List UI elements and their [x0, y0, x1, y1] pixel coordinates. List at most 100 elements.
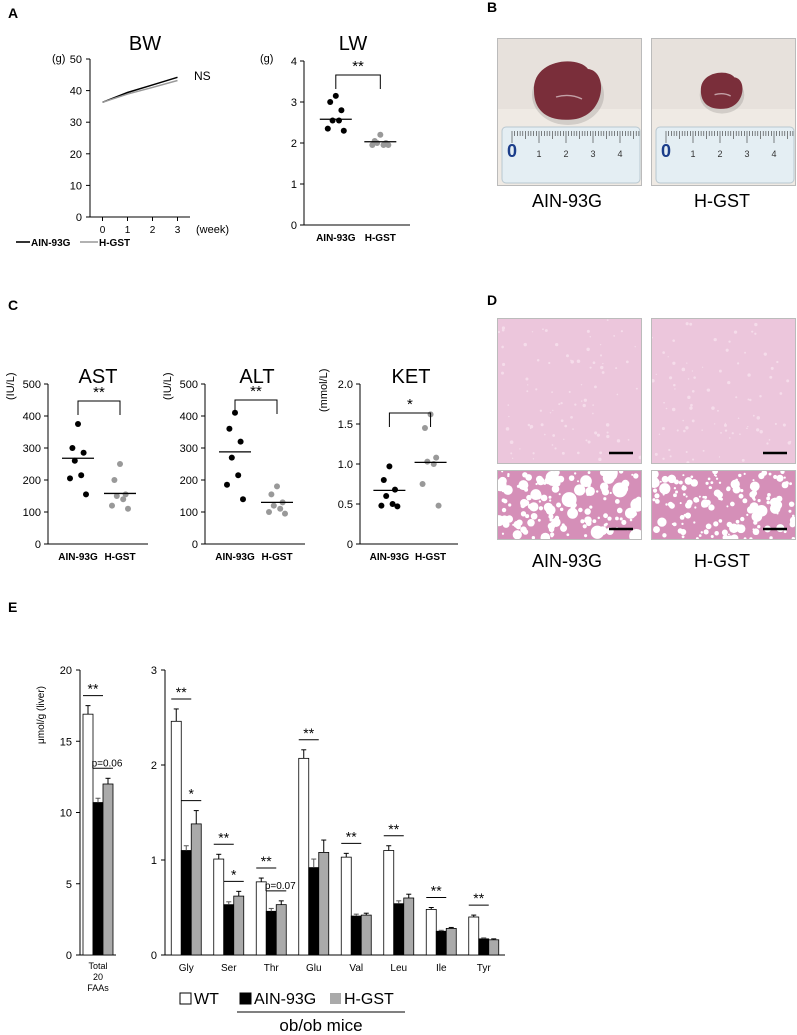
histology-vacuole [752, 414, 755, 417]
ruler-digit: 4 [617, 149, 622, 159]
histology-hgst-low [651, 318, 796, 464]
faa_individual-bar [403, 897, 415, 956]
ket-chart: KET (mmol/L) 0 0.5 1.0 1.5 2.0 AIN-93G H-GST * [318, 366, 458, 563]
bw-legend-label: H-GST [99, 238, 130, 249]
histology-vacuole [654, 452, 658, 456]
histology-vacuole [584, 508, 591, 515]
group-label: ob/ob mice [279, 1016, 362, 1035]
faa_individual-category-label: Val [349, 963, 363, 974]
histology-vacuole [691, 419, 695, 423]
histology-vacuole [561, 523, 565, 527]
faa_individual-ytick-label: 3 [151, 665, 157, 677]
lw-xtick-label: AIN-93G [316, 233, 356, 244]
histology-vacuole [599, 354, 603, 357]
faa_individual-bar [383, 850, 395, 956]
ruler-digit: 3 [744, 149, 749, 159]
lw-point [385, 142, 392, 149]
histology-vacuole [652, 498, 656, 502]
histology-vacuole [678, 480, 683, 485]
faa_individual-sig-label: ** [388, 821, 399, 837]
histology-vacuole [685, 426, 689, 430]
histology-vacuole [592, 361, 596, 365]
ast-ytick-label: 0 [35, 539, 41, 551]
lw-ytick-label: 2 [291, 138, 297, 150]
faa_individual-bar [488, 939, 500, 956]
histology-vacuole [616, 507, 623, 514]
ast-ytick-label: 300 [23, 443, 41, 455]
histology-vacuole [589, 366, 592, 369]
faa_individual-bar [170, 720, 182, 956]
panel-label-d: D [487, 292, 497, 308]
lw-point [329, 117, 336, 124]
liver-photo-hgst: 0 1 2 3 4 [651, 38, 796, 186]
alt-sig-label: ** [250, 383, 262, 400]
liver [700, 72, 743, 109]
histology-vacuole [677, 528, 683, 534]
faa_individual-bar [350, 915, 362, 956]
bw-xtick-label: 2 [150, 225, 156, 236]
histology-vacuole [594, 431, 598, 435]
histology-vacuole [725, 348, 729, 352]
ast-point [75, 421, 81, 427]
bw-ytick-label: 20 [70, 149, 82, 161]
histology-vacuole [501, 371, 505, 375]
ruler-digit: 2 [717, 149, 722, 159]
histology-vacuole [747, 398, 750, 401]
ast-sig-label: ** [93, 384, 105, 401]
bw-ytick-label: 30 [70, 117, 82, 129]
faa_individual-sig-label: ** [303, 725, 314, 741]
ket-ytick-label: 0 [347, 539, 353, 551]
histology-vacuole [746, 513, 749, 516]
histology-vacuole [594, 385, 597, 389]
histology-vacuole [597, 516, 601, 520]
histology-vacuole [578, 507, 583, 513]
histology-vacuole [587, 521, 591, 525]
histology-vacuole [564, 424, 568, 428]
faa_individual-bar [308, 867, 320, 956]
histology-vacuole [585, 439, 588, 442]
histology-vacuole [527, 384, 529, 386]
histology-vacuole [594, 525, 597, 529]
lw-point [380, 142, 387, 149]
bw-legend-label: AIN-93G [31, 238, 71, 249]
histology-vacuole [549, 412, 552, 414]
ket-point [394, 503, 401, 510]
lw-ytick-label: 3 [291, 97, 297, 109]
histology-vacuole [518, 480, 529, 491]
faa_individual-sig-label: ** [261, 853, 272, 869]
ket-point [435, 502, 442, 509]
histology-vacuole [662, 351, 665, 354]
histology-vacuole [705, 523, 712, 530]
histology-vacuole [791, 537, 795, 539]
histology-vacuole [788, 509, 792, 513]
legend-swatch-1 [239, 992, 252, 1005]
histology-vacuole [671, 407, 676, 412]
histology-vacuole [614, 499, 620, 504]
histology-vacuole [754, 517, 757, 521]
bw-series-line-0 [102, 76, 178, 103]
photo-art: 0 1 2 3 4 [498, 39, 641, 185]
lw-point [338, 107, 345, 114]
histology-vacuole [776, 360, 779, 364]
histology-vacuole [751, 330, 754, 333]
histology-vacuole [558, 493, 561, 496]
histology-vacuole [714, 531, 719, 536]
histology-vacuole [507, 472, 510, 476]
faa_individual-bar [190, 823, 202, 956]
histology-vacuole [728, 437, 731, 439]
ket-point [421, 425, 428, 431]
histology-vacuole [621, 519, 627, 525]
histology-vacuole [731, 432, 734, 435]
histology-vacuole [720, 497, 723, 501]
histology-vacuole [738, 473, 742, 478]
histology-vacuole [658, 433, 661, 436]
histology-vacuole [690, 403, 693, 407]
alt-point [266, 509, 272, 515]
histology-vacuole [529, 502, 539, 512]
histology-vacuole [563, 438, 565, 440]
histology-vacuole [574, 403, 577, 406]
histology-vacuole [726, 505, 729, 508]
histology-vacuole [552, 434, 556, 437]
histology-vacuole [526, 494, 532, 501]
histology-vacuole [631, 473, 634, 476]
